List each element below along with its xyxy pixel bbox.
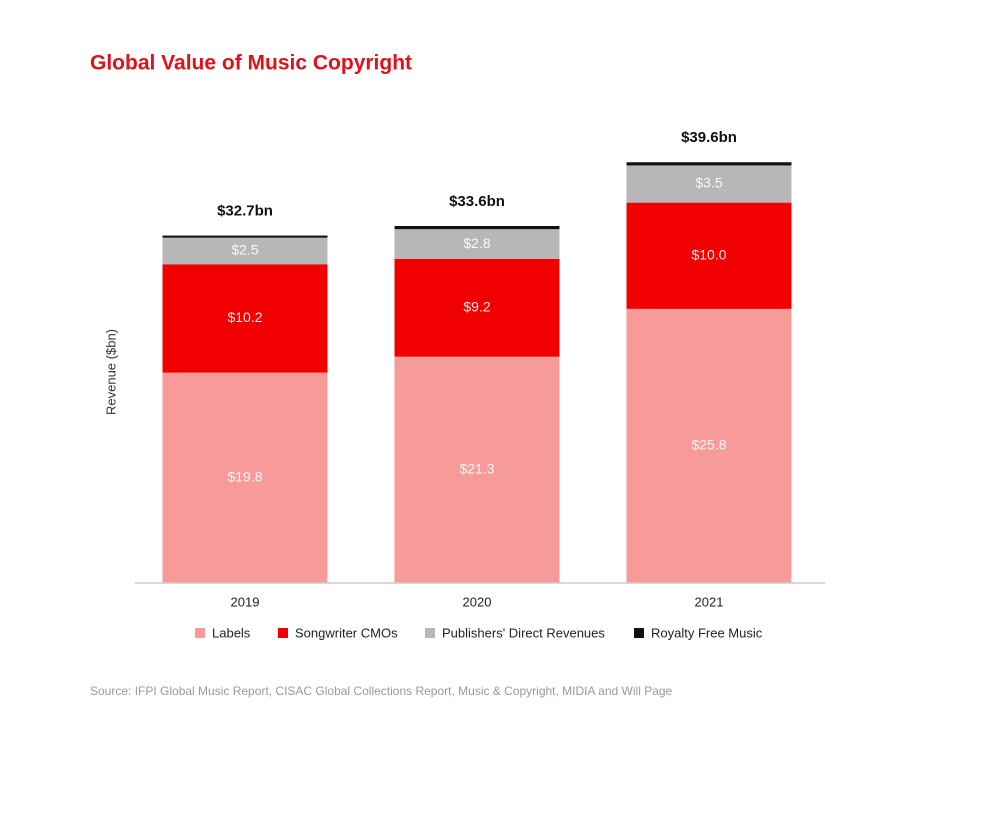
total-label: $39.6bn <box>681 129 737 146</box>
bar-segment <box>162 372 328 583</box>
legend-label: Publishers' Direct Revenues <box>442 625 605 640</box>
bar-segment <box>394 258 560 357</box>
value-label: $2.5 <box>231 242 258 258</box>
legend-swatch <box>278 628 288 638</box>
value-label: $9.2 <box>463 299 490 315</box>
x-tick-label: 2021 <box>695 594 724 609</box>
x-tick-label: 2020 <box>463 594 492 609</box>
value-label: $10.0 <box>691 246 726 262</box>
bar-segment <box>394 226 560 230</box>
value-label: $19.8 <box>227 469 262 485</box>
bar-segment <box>626 165 792 203</box>
bar-segment <box>394 356 560 583</box>
bar-segment <box>162 235 328 238</box>
bar-segment <box>162 237 328 265</box>
legend-swatch <box>195 628 205 638</box>
value-label: $10.2 <box>227 309 262 325</box>
value-label: $2.8 <box>463 235 490 251</box>
y-axis-label: Revenue ($bn) <box>103 329 118 415</box>
value-label: $3.5 <box>695 175 722 191</box>
chart-title: Global Value of Music Copyright <box>90 52 412 75</box>
bar-segment <box>626 308 792 583</box>
legend-swatch <box>634 628 644 638</box>
bar-segment <box>394 229 560 259</box>
x-tick-label: 2019 <box>231 594 260 609</box>
bar-segment <box>626 162 792 166</box>
total-label: $32.7bn <box>217 203 273 220</box>
legend-swatch <box>425 628 435 638</box>
total-label: $33.6bn <box>449 193 505 210</box>
legend-label: Royalty Free Music <box>651 625 763 640</box>
bar-segment <box>162 264 328 373</box>
value-label: $25.8 <box>691 437 726 453</box>
bar-segment <box>626 202 792 309</box>
value-label: $21.3 <box>459 461 494 477</box>
source-note: Source: IFPI Global Music Report, CISAC … <box>90 684 673 698</box>
legend-label: Songwriter CMOs <box>295 625 398 640</box>
legend-label: Labels <box>212 625 251 640</box>
